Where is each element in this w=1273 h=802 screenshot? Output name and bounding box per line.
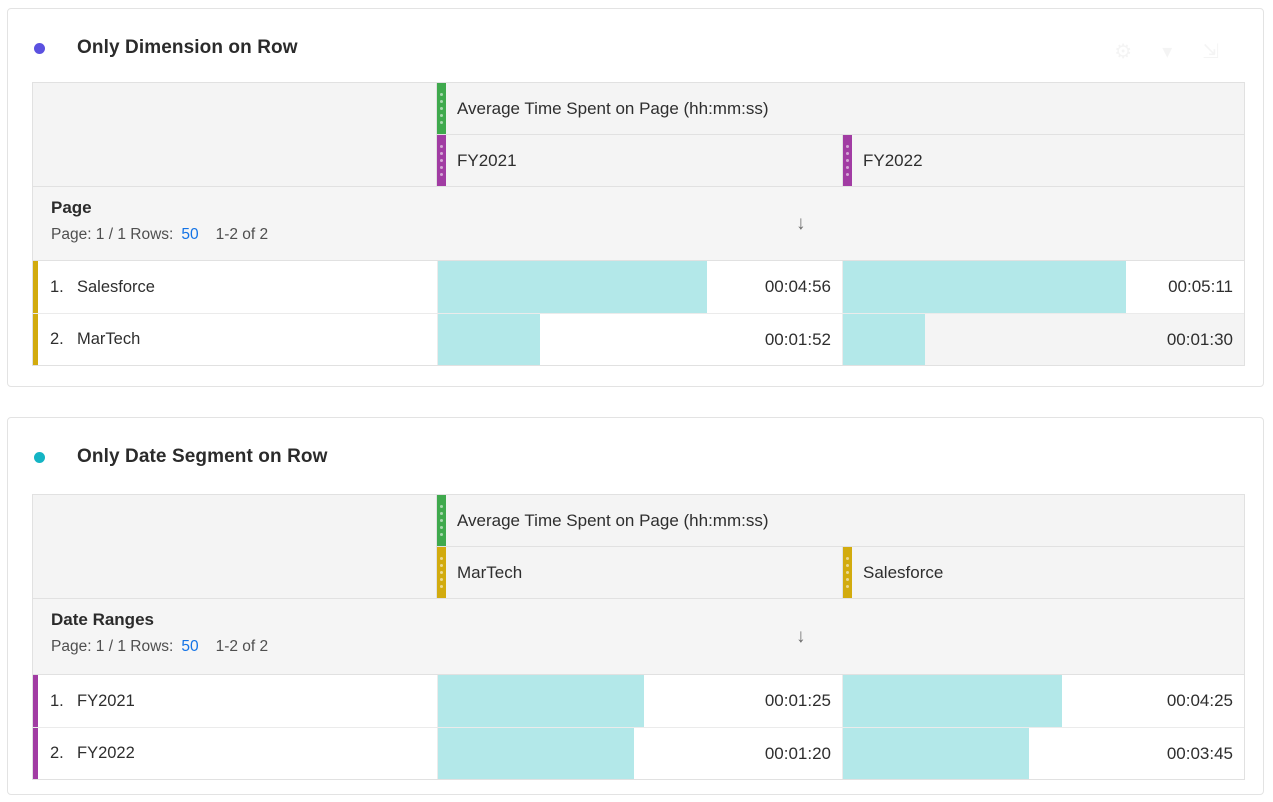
- value-cell: 00:05:11: [842, 261, 1244, 313]
- sort-descending-icon[interactable]: ↓: [796, 212, 806, 234]
- row-dimension-header: Page Page: 1 / 1 Rows: 50 1-2 of 2 ↓: [33, 187, 1244, 261]
- row-item-label: MarTech: [77, 330, 141, 348]
- table-row-label[interactable]: 1. Salesforce: [33, 261, 437, 313]
- date-range-ribbon-handle[interactable]: [843, 135, 852, 186]
- fullscreen-icon[interactable]: ⇲: [1202, 41, 1219, 63]
- pagination-range: 1-2 of 2: [215, 638, 269, 655]
- row-item-label: FY2021: [77, 691, 135, 710]
- value-cell: 00:03:45: [842, 727, 1244, 779]
- cell-value: 00:03:45: [1166, 743, 1233, 763]
- rows-per-page-link[interactable]: 50: [181, 638, 199, 655]
- gear-icon[interactable]: ⚙: [1114, 41, 1133, 63]
- panel-header: Only Dimension on Row: [34, 37, 298, 59]
- pagination-range: 1-2 of 2: [215, 226, 269, 243]
- table-row-label[interactable]: 2. FY2022: [33, 727, 437, 779]
- data-bar: [438, 728, 635, 779]
- freeform-table: Average Time Spent on Page (hh:mm:ss) FY…: [32, 82, 1245, 366]
- data-bar: [843, 675, 1062, 727]
- cell-value: 00:01:30: [1166, 329, 1233, 349]
- value-cell: 00:01:25: [437, 675, 842, 727]
- column-header-label: FY2022: [863, 150, 923, 170]
- freeform-table: Average Time Spent on Page (hh:mm:ss) Ma…: [32, 494, 1245, 780]
- dimension-row-ribbon: [33, 261, 38, 313]
- dimension-ribbon-handle[interactable]: [437, 547, 446, 598]
- panel-only-dimension-on-row: Only Dimension on Row ⚙ ▾ ⇲ Average Time…: [7, 8, 1264, 387]
- rows-per-page-link[interactable]: 50: [181, 226, 199, 243]
- cell-value: 00:05:11: [1168, 277, 1233, 296]
- panel-only-date-segment-on-row: Only Date Segment on Row Average Time Sp…: [7, 417, 1264, 795]
- value-cell: 00:01:20: [437, 727, 842, 779]
- cell-value: 00:01:25: [764, 691, 831, 710]
- panel-color-bullet: [34, 42, 45, 54]
- row-dimension-header: Date Ranges Page: 1 / 1 Rows: 50 1-2 of …: [33, 599, 1244, 675]
- panel-title: Only Date Segment on Row: [77, 446, 328, 467]
- value-cell-selected: 00:01:30: [842, 313, 1244, 365]
- panel-controls: ⚙ ▾ ⇲: [1114, 39, 1219, 64]
- value-cell: 00:04:25: [842, 675, 1244, 727]
- value-cell: 00:01:52: [437, 313, 842, 365]
- row-item-label: Salesforce: [77, 277, 155, 296]
- pagination: Page: 1 / 1 Rows: 50 1-2 of 2: [51, 638, 1244, 656]
- dimension-row-ribbon: [33, 314, 38, 365]
- metric-header-cell[interactable]: Average Time Spent on Page (hh:mm:ss): [437, 495, 1244, 547]
- row-dimension-label[interactable]: Date Ranges: [51, 610, 154, 629]
- column-header-label: MarTech: [457, 562, 523, 582]
- metric-ribbon-handle[interactable]: [437, 495, 446, 546]
- data-bar: [843, 314, 925, 365]
- data-bar: [843, 261, 1127, 313]
- row-number: 1.: [50, 277, 64, 296]
- table-row-label[interactable]: 1. FY2021: [33, 675, 437, 727]
- row-number: 1.: [50, 691, 64, 710]
- data-bar: [438, 675, 645, 727]
- column-header-martech[interactable]: MarTech: [437, 547, 842, 599]
- pagination: Page: 1 / 1 Rows: 50 1-2 of 2: [51, 226, 1244, 244]
- row-dimension-label[interactable]: Page: [51, 198, 92, 217]
- metric-header-label: Average Time Spent on Page (hh:mm:ss): [457, 98, 769, 118]
- panel-header: Only Date Segment on Row: [34, 446, 328, 468]
- cell-value: 00:04:56: [764, 277, 831, 296]
- row-number: 2.: [50, 330, 64, 348]
- panel-title: Only Dimension on Row: [77, 37, 298, 58]
- cell-value: 00:01:20: [764, 743, 831, 763]
- pagination-text: Page: 1 / 1 Rows:: [51, 638, 174, 655]
- corner-blank-cell: [33, 83, 437, 187]
- date-range-ribbon-handle[interactable]: [437, 135, 446, 186]
- row-number: 2.: [50, 744, 64, 762]
- column-header-fy2022[interactable]: FY2022: [842, 135, 1244, 187]
- cell-value: 00:04:25: [1166, 691, 1233, 710]
- metric-header-label: Average Time Spent on Page (hh:mm:ss): [457, 510, 769, 530]
- panel-color-bullet: [34, 451, 45, 463]
- row-item-label: FY2022: [77, 744, 135, 762]
- data-bar: [843, 728, 1030, 779]
- column-header-salesforce[interactable]: Salesforce: [842, 547, 1244, 599]
- dimension-ribbon-handle[interactable]: [843, 547, 852, 598]
- chevron-down-icon[interactable]: ▾: [1162, 41, 1173, 63]
- column-header-fy2021[interactable]: FY2021: [437, 135, 842, 187]
- data-bar: [438, 314, 540, 365]
- metric-ribbon-handle[interactable]: [437, 83, 446, 134]
- value-cell: 00:04:56: [437, 261, 842, 313]
- corner-blank-cell: [33, 495, 437, 599]
- date-range-row-ribbon: [33, 728, 38, 779]
- column-header-label: FY2021: [457, 150, 517, 170]
- cell-value: 00:01:52: [764, 329, 831, 349]
- table-row-label[interactable]: 2. MarTech: [33, 313, 437, 365]
- date-range-row-ribbon: [33, 675, 38, 727]
- metric-header-cell[interactable]: Average Time Spent on Page (hh:mm:ss): [437, 83, 1244, 135]
- data-bar: [438, 261, 708, 313]
- pagination-text: Page: 1 / 1 Rows:: [51, 226, 174, 243]
- sort-descending-icon[interactable]: ↓: [796, 625, 806, 647]
- column-header-label: Salesforce: [863, 562, 944, 582]
